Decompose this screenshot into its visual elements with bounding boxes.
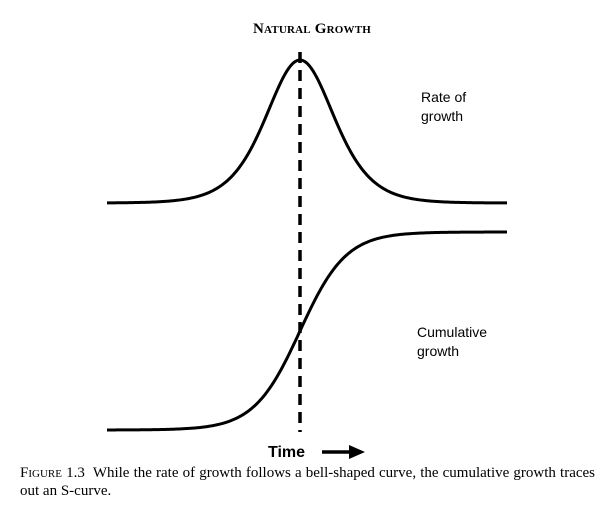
natural-growth-figure: Natural Growth Rate of growth Cumulative… [106, 21, 508, 460]
caption-figure-number: 1.3 [66, 465, 85, 481]
rate-label-line-2: growth [421, 108, 463, 124]
cumulative-label-line-1: Cumulative [417, 324, 487, 340]
rate-of-growth-curve [106, 58, 508, 205]
time-arrow-icon [322, 445, 365, 459]
cumulative-label-line-2: growth [417, 343, 459, 359]
cumulative-growth-curve [106, 230, 508, 432]
figure-title: Natural Growth [253, 21, 371, 37]
figure-caption: Figure 1.3 While the rate of growth foll… [20, 464, 595, 500]
rate-label-line-1: Rate of [421, 89, 466, 105]
caption-figure-word: Figure [20, 465, 62, 481]
caption-text: While the rate of growth follows a bell-… [20, 465, 596, 499]
time-axis-label: Time [268, 444, 305, 460]
